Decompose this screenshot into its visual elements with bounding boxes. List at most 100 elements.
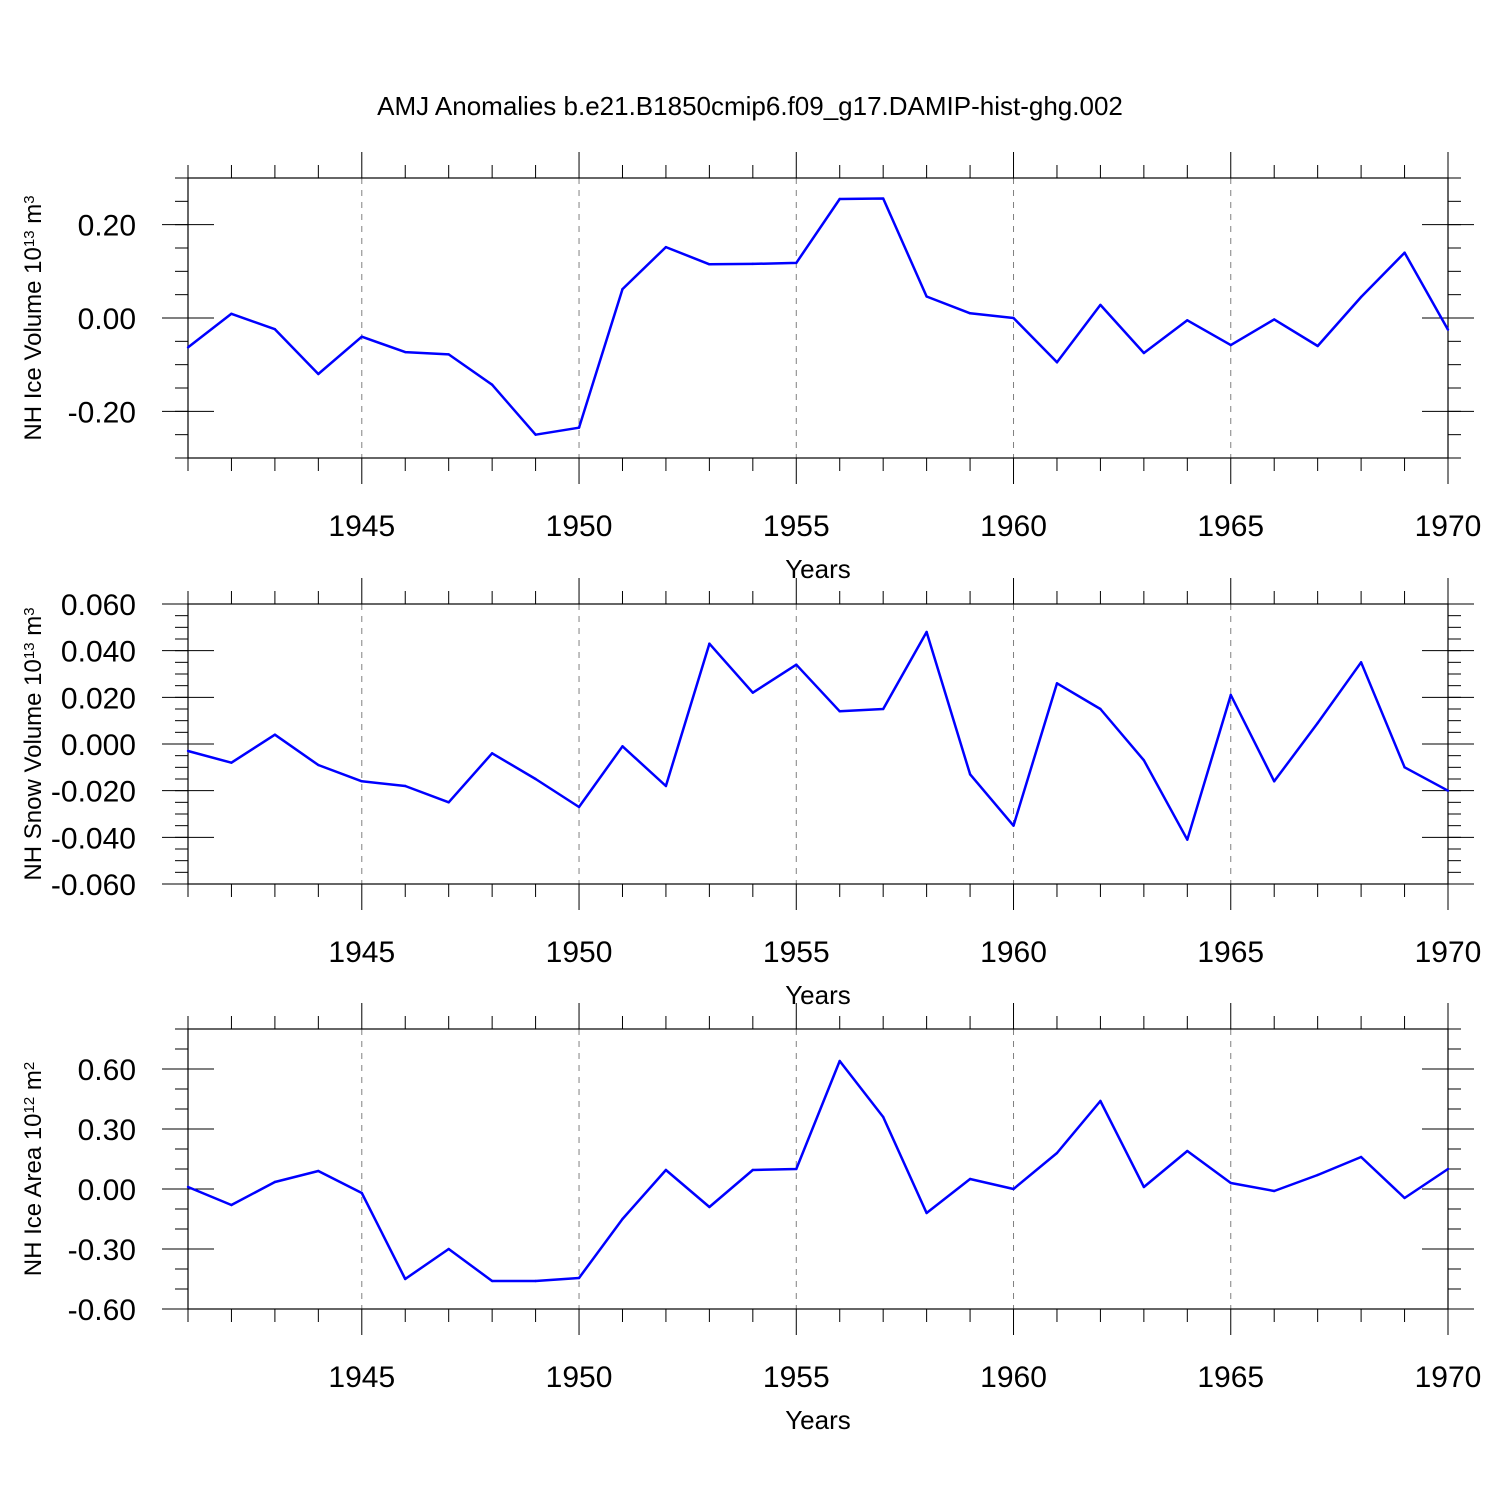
data-point xyxy=(317,763,320,767)
y-tick-label: -0.20 xyxy=(68,396,136,429)
x-tick-label: 1960 xyxy=(980,1361,1047,1394)
y-axis-title-superscript: 13 xyxy=(21,642,38,659)
data-point xyxy=(317,372,320,376)
data-point xyxy=(1316,344,1319,348)
data-point xyxy=(1012,1187,1015,1191)
data-point xyxy=(490,383,494,386)
data-point xyxy=(925,1211,928,1215)
y-tick-label: 0.60 xyxy=(78,1054,136,1087)
x-tick-label: 1950 xyxy=(546,1361,613,1394)
chart-title: AMJ Anomalies b.e21.B1850cmip6.f09_g17.D… xyxy=(377,91,1123,121)
data-point xyxy=(795,261,798,265)
y-tick-label: 0.020 xyxy=(61,682,136,715)
data-point xyxy=(664,245,668,249)
data-point xyxy=(881,1115,885,1119)
x-axis-title: Years xyxy=(785,1405,851,1435)
data-point xyxy=(795,663,798,666)
y-axis-title-superscript: 12 xyxy=(21,1097,38,1114)
data-point xyxy=(273,733,277,736)
y-tick-label: 0.000 xyxy=(61,729,136,762)
y-axis-title: NH Snow Volume 1013 m3 xyxy=(20,607,47,880)
data-point xyxy=(621,745,624,748)
x-axis-title: Years xyxy=(785,554,851,584)
data-point xyxy=(1359,295,1363,299)
data-point xyxy=(838,710,841,713)
data-point xyxy=(490,752,494,755)
data-point xyxy=(447,353,450,356)
x-tick-label: 1950 xyxy=(546,510,613,543)
y-axis-title-part: m xyxy=(20,204,47,231)
data-point xyxy=(490,1279,494,1283)
plot-frame xyxy=(187,177,1449,459)
data-point xyxy=(1316,1173,1319,1177)
y-tick-label: 0.040 xyxy=(61,636,136,669)
x-tick-label: 1970 xyxy=(1415,936,1482,969)
data-point xyxy=(1229,343,1232,347)
y-tick-label: 0.20 xyxy=(78,210,136,243)
data-point xyxy=(1359,661,1363,664)
y-axis-title-superscript: 13 xyxy=(21,230,38,247)
data-point xyxy=(968,773,972,776)
data-point xyxy=(751,262,755,266)
data-point xyxy=(1142,1185,1146,1189)
y-axis-title-part: m xyxy=(20,616,47,643)
data-point xyxy=(751,691,755,694)
y-axis-title: NH Ice Area 1012 m2 xyxy=(20,1062,47,1276)
data-point xyxy=(1099,303,1102,307)
x-tick-label: 1945 xyxy=(328,510,395,543)
data-point xyxy=(360,1191,363,1195)
x-tick-label: 1970 xyxy=(1415,510,1482,543)
data-point xyxy=(230,761,233,764)
data-point xyxy=(186,749,190,753)
data-point xyxy=(621,1217,624,1221)
series-line xyxy=(187,630,1449,841)
x-tick-label: 1965 xyxy=(1197,1361,1264,1394)
series-line xyxy=(187,197,1450,436)
data-point xyxy=(1403,1196,1406,1200)
data-point xyxy=(534,433,537,436)
data-point xyxy=(925,630,928,634)
x-tick-label: 1965 xyxy=(1197,936,1264,969)
data-point xyxy=(577,805,581,809)
y-axis-title-part: m xyxy=(20,1070,47,1097)
data-point xyxy=(925,295,928,298)
data-point xyxy=(1403,251,1406,254)
data-point xyxy=(404,350,407,354)
data-point xyxy=(273,328,277,331)
y-axis-title-superscript: 3 xyxy=(21,195,38,203)
data-point xyxy=(1142,759,1146,762)
x-tick-label: 1960 xyxy=(980,936,1047,969)
data-point xyxy=(838,197,841,201)
y-tick-label: 0.00 xyxy=(78,303,136,336)
y-axis-title-part: NH Ice Area 10 xyxy=(20,1113,47,1276)
data-point xyxy=(534,777,537,781)
data-point xyxy=(1273,780,1276,783)
data-point xyxy=(1142,351,1146,355)
data-point xyxy=(577,1276,581,1280)
data-point xyxy=(1055,682,1059,685)
y-tick-label: -0.040 xyxy=(51,822,136,855)
data-point xyxy=(317,1169,320,1173)
data-point xyxy=(838,1059,841,1063)
plot-frame xyxy=(187,1028,1449,1310)
data-point xyxy=(1186,319,1189,322)
data-point xyxy=(230,312,233,315)
data-point xyxy=(1316,721,1319,725)
data-point xyxy=(1012,316,1015,320)
data-point xyxy=(708,263,711,266)
data-point xyxy=(577,426,581,429)
y-tick-label: 0.30 xyxy=(78,1114,136,1147)
data-point xyxy=(664,1168,668,1172)
panel-3: -0.60 -0.30 0.00 0.30 0.60 1945 1950 1955 1960 19… xyxy=(20,1003,1481,1435)
data-point xyxy=(1012,824,1015,827)
data-point xyxy=(1099,1099,1102,1103)
data-point xyxy=(1186,1149,1189,1153)
y-tick-label: -0.060 xyxy=(51,869,136,902)
data-point xyxy=(447,1247,450,1251)
x-tick-label: 1955 xyxy=(763,1361,830,1394)
data-point xyxy=(708,642,711,645)
data-point xyxy=(881,197,885,200)
data-point xyxy=(186,1185,190,1189)
y-axis-title-superscript: 3 xyxy=(21,607,38,615)
y-axis-title-superscript: 2 xyxy=(21,1062,38,1070)
